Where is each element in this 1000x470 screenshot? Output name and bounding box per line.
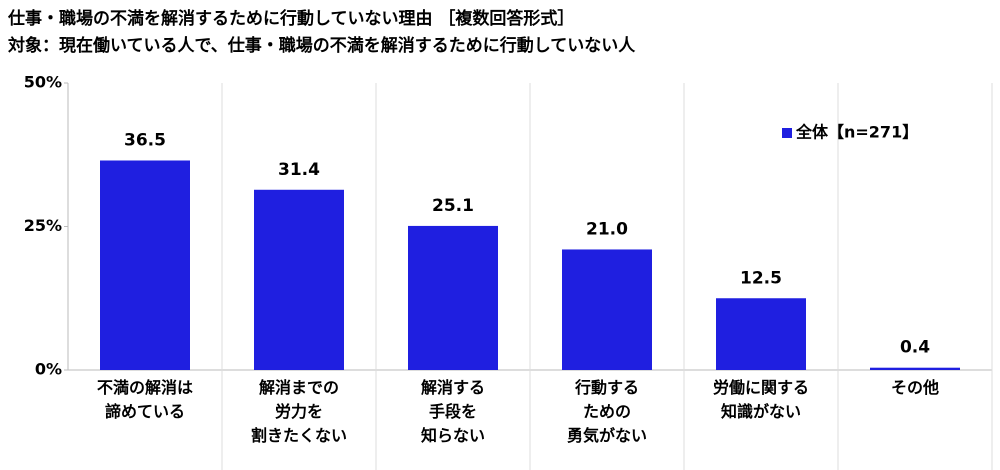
y-tick-label: 50% bbox=[24, 73, 62, 92]
bar bbox=[870, 367, 960, 370]
value-label: 25.1 bbox=[432, 196, 474, 216]
legend-label: 全体【n=271】 bbox=[795, 123, 918, 142]
y-tick-label: 0% bbox=[35, 360, 62, 379]
x-tick-label: 解消までの 労力を 割きたくない bbox=[250, 378, 347, 445]
value-label: 0.4 bbox=[900, 338, 930, 358]
x-tick-label: 労働に関する 知識がない bbox=[712, 378, 809, 421]
value-label: 36.5 bbox=[124, 130, 166, 150]
value-label: 12.5 bbox=[740, 268, 782, 288]
legend-swatch bbox=[782, 128, 792, 138]
value-label: 21.0 bbox=[586, 219, 628, 239]
y-tick-label: 25% bbox=[24, 216, 62, 235]
bar bbox=[254, 189, 344, 370]
x-tick-label: 不満の解消は 諦めている bbox=[96, 378, 193, 421]
bar bbox=[408, 225, 498, 370]
chart-subtitle: 対象：現在働いている人で、仕事・職場の不満を解消するために行動していない人 bbox=[7, 35, 636, 56]
x-tick-label: 解消する 手段を 知らない bbox=[420, 378, 485, 445]
x-tick-label: その他 bbox=[890, 378, 939, 397]
bar bbox=[100, 160, 190, 370]
bar bbox=[716, 298, 806, 370]
bar bbox=[562, 249, 652, 370]
x-tick-label: 行動する ための 勇気がない bbox=[566, 378, 647, 445]
value-label: 31.4 bbox=[278, 160, 320, 180]
chart-title: 仕事・職場の不満を解消するために行動していない理由 ［複数回答形式］ bbox=[7, 8, 574, 29]
